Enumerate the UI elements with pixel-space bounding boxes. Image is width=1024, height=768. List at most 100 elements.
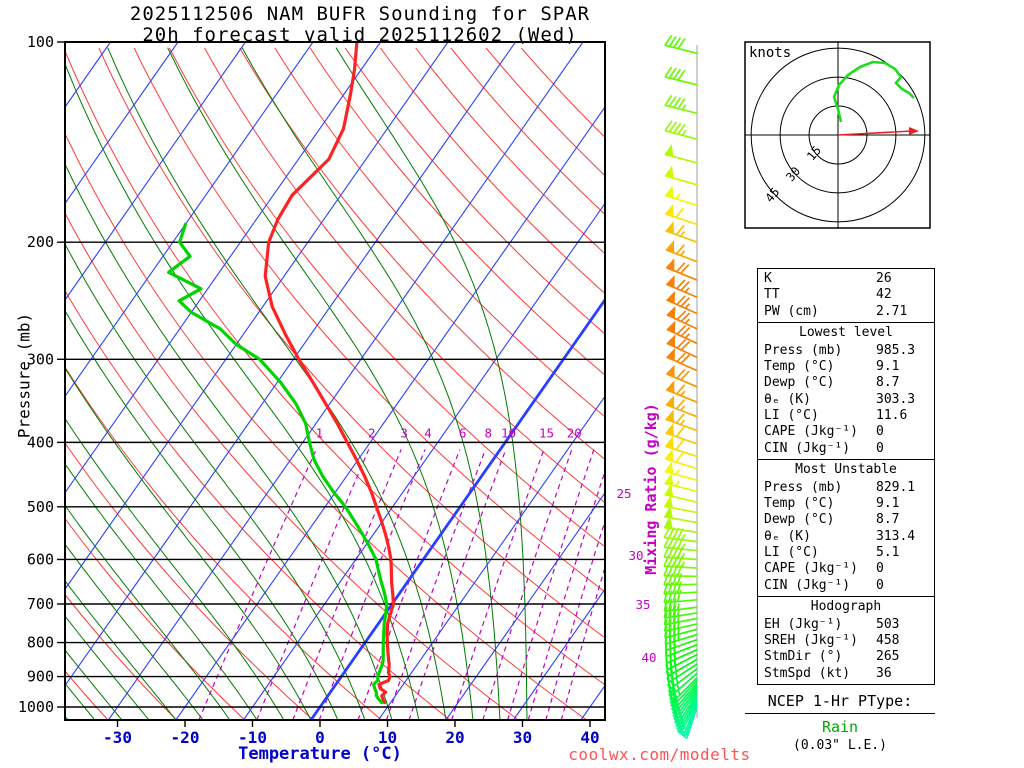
stats-row-label: CAPE (Jkg⁻¹)	[764, 424, 858, 440]
pressure-tick-label: 200	[27, 233, 54, 251]
stats-row-value: 42	[876, 287, 892, 303]
hodograph-trace	[832, 60, 915, 123]
stats-section: K 26 TT 42 PW (cm) 2.71	[758, 271, 934, 320]
skewt-grid	[65, 42, 605, 720]
chart-title-line2: 20h forecast valid 2025112602 (Wed)	[142, 24, 578, 46]
stats-section-header: Most Unstable	[795, 462, 897, 478]
pressure-tick-label: 300	[27, 350, 54, 368]
ptype-panel: NCEP 1-Hr PType: Rain (0.03" L.E.)	[745, 692, 935, 753]
wind-barb	[663, 581, 698, 595]
stats-row: TT 42	[758, 287, 934, 303]
stats-row-label: Press (mb)	[764, 342, 843, 358]
pressure-tick-label: 1000	[18, 698, 54, 716]
temperature-tick-label: 20	[445, 728, 464, 747]
mixing-ratio-label: 35	[635, 597, 650, 612]
mixing-ratio-label: 2	[368, 425, 376, 440]
stats-row-label: LI (°C)	[764, 408, 819, 423]
wind-barb	[668, 679, 698, 706]
mixing-ratio-label: 3	[400, 425, 408, 440]
temperature-tick-label: 30	[513, 728, 532, 747]
stats-row-label: θₑ (K)	[764, 391, 811, 407]
mixing-ratio-label: 1	[316, 425, 324, 440]
stats-panel-body: K 26 TT 42 PW (cm) 2.71 Lowest level Press (mb)…	[758, 271, 934, 682]
wind-barb	[663, 611, 698, 626]
stats-row-value: 0	[876, 440, 884, 456]
stats-row-value: 0	[876, 424, 884, 440]
stats-row-value: 8.7	[876, 375, 900, 391]
wind-barb-column	[663, 34, 698, 740]
stats-row-label: CAPE (Jkg⁻¹)	[764, 561, 858, 577]
pressure-tick-label: 800	[27, 634, 54, 652]
stats-row-value: 5.1	[876, 545, 900, 560]
watermark: coolwx.com/modelts	[568, 745, 751, 764]
stats-row: Press (mb) 985.3	[758, 343, 934, 359]
wind-barb	[665, 240, 698, 263]
pressure-tick-label: 400	[27, 433, 54, 451]
stats-row-value: 11.6	[876, 408, 908, 423]
stats-row-value: 8.7	[876, 512, 900, 528]
stats-row-value: 985.3	[876, 342, 916, 358]
wind-barb	[663, 505, 698, 524]
dewpoint-trace	[167, 222, 389, 705]
stats-section-header: Hodograph	[810, 599, 882, 615]
stats-section: Most Unstable Press (mb) 829.1 Temp (°C) 9.1…	[758, 459, 934, 594]
stats-row-label: PW (cm)	[764, 303, 819, 319]
temperature-tick-label: 40	[580, 728, 599, 747]
stats-row-label: SREH (Jkg⁻¹)	[764, 632, 858, 648]
pressure-tick-label: 600	[27, 550, 54, 568]
hodograph-units-label: knots	[749, 45, 792, 61]
stats-row: Dewp (°C) 8.7	[758, 375, 934, 391]
ptype-value: Rain	[821, 718, 859, 736]
wind-barb	[664, 423, 698, 445]
stats-row: LI (°C) 11.6	[758, 408, 934, 424]
stats-row-value: 303.3	[876, 391, 916, 407]
pressure-tick-label: 500	[27, 498, 54, 516]
stats-row-label: Dewp (°C)	[764, 375, 835, 391]
stats-row-label: EH (Jkg⁻¹)	[764, 616, 843, 632]
stats-row: Dewp (°C) 8.7	[758, 512, 934, 528]
wind-barb	[665, 258, 698, 281]
wind-barb	[663, 516, 698, 534]
stats-row-label: StmSpd (kt)	[764, 665, 851, 681]
stats-row: EH (Jkg⁻¹) 503	[758, 617, 934, 633]
wind-barb	[664, 204, 698, 226]
wind-barb	[666, 320, 698, 345]
stats-row: StmSpd (kt) 36	[758, 666, 934, 682]
wind-barb	[663, 495, 698, 514]
wind-barb	[665, 275, 698, 299]
stats-panel: K 26 TT 42 PW (cm) 2.71 Lowest level Press (mb)…	[757, 268, 935, 685]
stats-row: LI (°C) 5.1	[758, 545, 934, 561]
pressure-tick-label: 900	[27, 668, 54, 686]
wind-barb	[665, 409, 698, 432]
wind-barb	[664, 484, 698, 503]
stats-row-label: Dewp (°C)	[764, 512, 835, 528]
stats-section-header: Lowest level	[799, 325, 893, 341]
wind-barb	[664, 34, 698, 55]
temperature-tick-label: -30	[103, 728, 132, 747]
wind-barb	[665, 395, 698, 418]
mixing-ratio-axis-label: Mixing Ratio (g/kg)	[642, 403, 660, 575]
stats-row-label: Temp (°C)	[764, 358, 835, 374]
wind-barb	[665, 221, 698, 243]
stats-row: Temp (°C) 9.1	[758, 359, 934, 375]
wind-barb	[664, 448, 698, 470]
stats-row: SREH (Jkg⁻¹) 458	[758, 633, 934, 649]
wind-barb	[663, 598, 698, 613]
wind-barb	[664, 436, 698, 458]
wind-barb	[664, 144, 698, 164]
stats-row-label: CIN (Jkg⁻¹)	[764, 440, 851, 456]
stats-row-label: Temp (°C)	[764, 495, 835, 511]
stats-section: Lowest level Press (mb) 985.3 Temp (°C) 9.1 D…	[758, 322, 934, 457]
stats-row-value: 26	[876, 271, 892, 286]
storm-motion-arrowhead	[909, 127, 919, 135]
stats-row-label: TT	[764, 287, 780, 303]
stats-row-label: K	[764, 271, 772, 286]
stats-row-value: 9.1	[876, 358, 900, 374]
temperature-tick-label: -10	[238, 728, 267, 747]
ptype-amount: (0.03" L.E.)	[793, 738, 887, 753]
chart-title-line1: 2025112506 NAM BUFR Sounding for SPAR	[129, 3, 591, 25]
stats-row-value: 265	[876, 649, 900, 665]
wind-barb	[664, 472, 698, 493]
plot-border	[64, 41, 606, 721]
